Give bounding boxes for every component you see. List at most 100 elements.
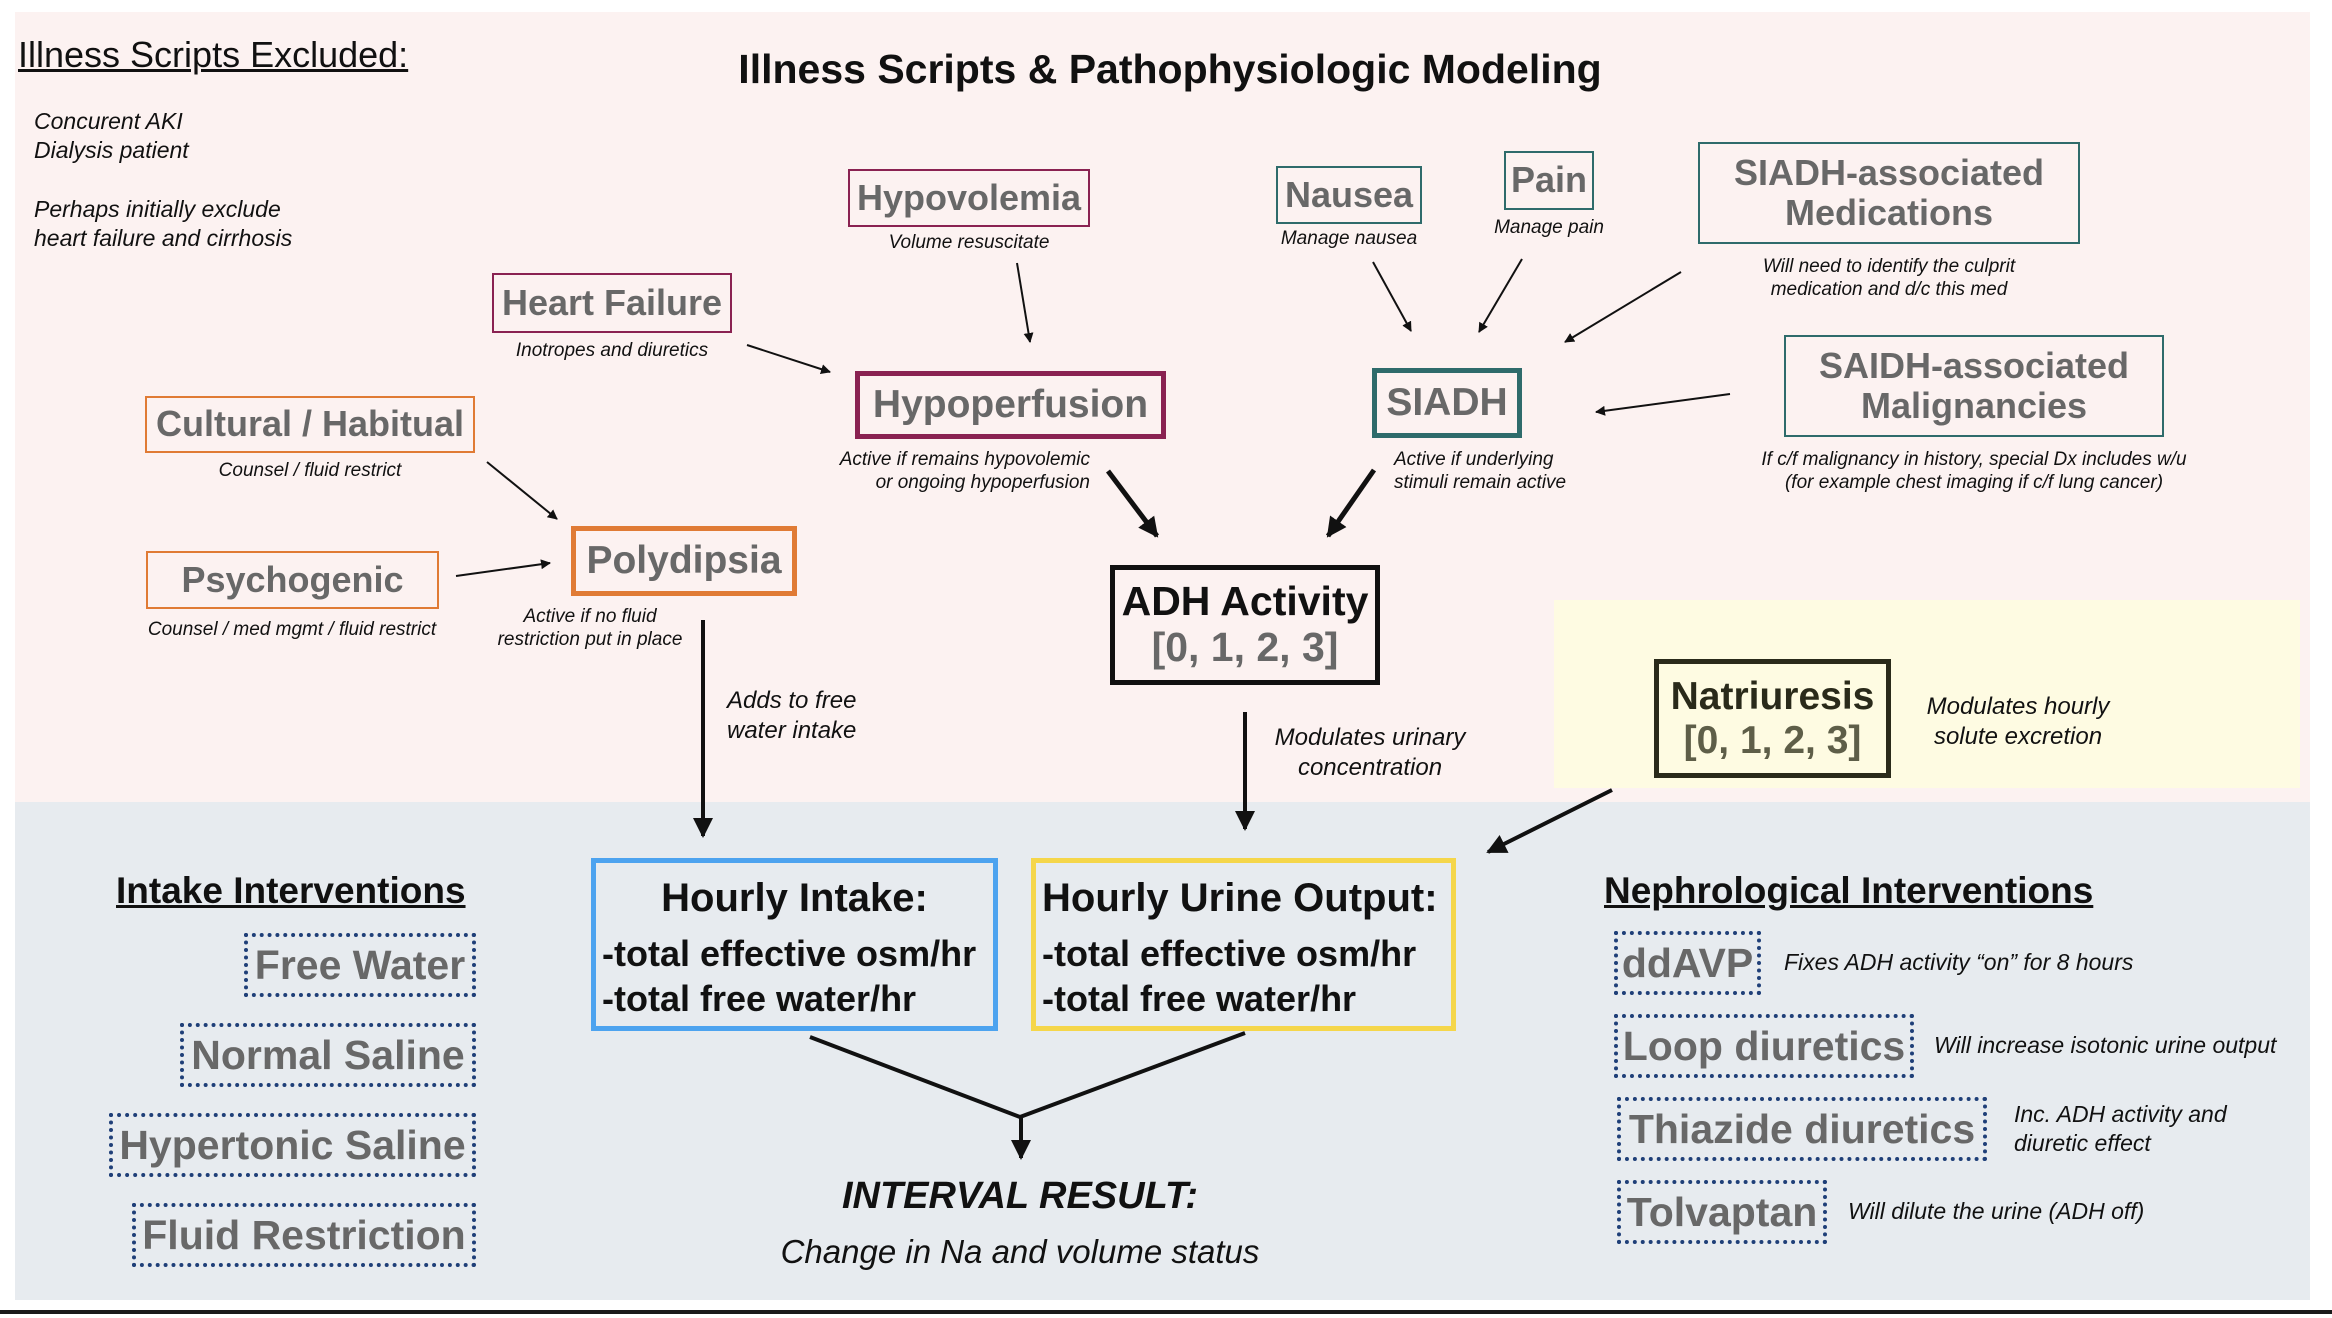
line-intake-merge — [809, 1035, 1021, 1119]
nephrological-interventions-heading: Nephrological Interventions — [1604, 870, 2094, 911]
pain-node: Pain — [1504, 151, 1594, 210]
saidh-malignancies-label: SAIDH-associated — [1818, 344, 2130, 386]
polydipsia-node: Polydipsia — [571, 526, 797, 596]
nausea-node: Nausea — [1276, 166, 1422, 224]
note-line: diuretic effect — [2014, 1129, 2151, 1156]
saidh-malignancies-label: Malignancies — [1860, 385, 2088, 426]
saidh-malignancies-node: SAIDH-associated Malignancies — [1784, 335, 2164, 437]
excluded-heading: Illness Scripts Excluded: — [18, 34, 409, 75]
bottom-rule — [0, 1310, 2332, 1314]
hypovolemia-note: Volume resuscitate — [888, 232, 1050, 253]
hourly-urine-title: Hourly Urine Output: — [1042, 876, 1438, 920]
hypertonic-saline-option[interactable]: Hypertonic Saline — [109, 1113, 476, 1177]
excluded-list: Concurent AKI Dialysis patient Perhaps i… — [34, 107, 292, 254]
adh-activity-scale: [0, 1, 2, 3] — [1151, 624, 1339, 670]
normal-saline-option[interactable]: Normal Saline — [180, 1023, 476, 1087]
polydipsia-note: Active if no fluid restriction put in pl… — [476, 606, 704, 652]
adh-activity-label: ADH Activity — [1121, 578, 1369, 625]
thiazide-diuretics-note: Inc. ADH activity and diuretic effect — [2014, 1100, 2227, 1158]
note-line: medication and d/c this med — [1770, 278, 2008, 300]
intake-line: -total free water/hr — [602, 978, 917, 1019]
note-line: stimuli remain active — [1394, 471, 1567, 493]
loop-diuretics-option[interactable]: Loop diuretics — [1614, 1014, 1914, 1078]
excluded-item: Perhaps initially exclude — [34, 195, 281, 222]
arrow-cultural-polydipsia — [486, 461, 558, 520]
hypoperfusion-note: Active if remains hypovolemic or ongoing… — [814, 449, 1090, 495]
excluded-item: Dialysis patient — [34, 137, 189, 164]
siadh-node: SIADH — [1372, 368, 1522, 438]
heart-failure-note: Inotropes and diuretics — [515, 340, 709, 361]
cultural-habitual-note: Counsel / fluid restrict — [218, 460, 402, 481]
hourly-urine-box: Hourly Urine Output: -total effective os… — [1031, 858, 1456, 1031]
note-line: Will need to identify the culprit — [1762, 256, 2016, 277]
hypoperfusion-node: Hypoperfusion — [855, 371, 1166, 439]
arrow-nausea-siadh — [1372, 261, 1412, 332]
note-line: restriction put in place — [497, 628, 683, 650]
ddavp-option[interactable]: ddAVP — [1614, 931, 1761, 995]
note-line: Modulates hourly — [1926, 693, 2110, 720]
note-line: or ongoing hypoperfusion — [875, 471, 1090, 493]
interventions-region — [15, 802, 2310, 1300]
interval-result-title: INTERVAL RESULT: — [841, 1175, 1199, 1217]
excluded-item: Concurent AKI — [34, 108, 183, 134]
natriuresis-scale: [0, 1, 2, 3] — [1683, 718, 1862, 762]
free-water-option[interactable]: Free Water — [244, 933, 476, 997]
adds-free-water-label: Adds to free water intake — [727, 686, 856, 745]
hourly-intake-title: Hourly Intake: — [661, 876, 928, 920]
hourly-intake-box: Hourly Intake: -total effective osm/hr -… — [591, 858, 998, 1031]
note-line: Adds to free — [727, 687, 857, 714]
arrow-hypoperfusion-adh — [1106, 469, 1159, 538]
tolvaptan-option[interactable]: Tolvaptan — [1617, 1180, 1827, 1244]
fluid-restriction-option[interactable]: Fluid Restriction — [132, 1203, 476, 1267]
arrow-heartfailure-hypoperfusion — [746, 344, 831, 374]
nausea-note: Manage nausea — [1280, 228, 1418, 249]
loop-diuretics-note: Will increase isotonic urine output — [1934, 1032, 2277, 1058]
siadh-note: Active if underlying stimuli remain acti… — [1394, 449, 1566, 495]
siadh-medications-label: SIADH-associated — [1733, 151, 2045, 193]
note-line: Inc. ADH activity and — [2014, 1101, 2227, 1127]
psychogenic-node: Psychogenic — [146, 551, 439, 609]
natriuresis-note: Modulates hourly solute excretion — [1918, 692, 2118, 751]
cultural-habitual-node: Cultural / Habitual — [145, 396, 475, 453]
intake-line: -total effective osm/hr — [602, 933, 977, 974]
siadh-medications-note: Will need to identify the culprit medica… — [1698, 256, 2080, 302]
heart-failure-node: Heart Failure — [492, 273, 732, 333]
natriuresis-label: Natriuresis — [1670, 674, 1875, 718]
adh-activity-node: ADH Activity [0, 1, 2, 3] — [1110, 565, 1380, 685]
urine-line: -total effective osm/hr — [1042, 933, 1417, 974]
arrow-psychogenic-polydipsia — [455, 559, 551, 577]
saidh-malignancies-note: If c/f malignancy in history, special Dx… — [1714, 449, 2234, 495]
note-line: Active if underlying — [1394, 449, 1554, 470]
diagram-title: Illness Scripts & Pathophysiologic Model… — [738, 46, 1602, 92]
thiazide-diuretics-option[interactable]: Thiazide diuretics — [1617, 1097, 1987, 1161]
tolvaptan-note: Will dilute the urine (ADH off) — [1848, 1198, 2145, 1224]
note-line: If c/f malignancy in history, special Dx… — [1761, 449, 2187, 470]
natriuresis-region — [1554, 600, 2300, 788]
hypovolemia-node: Hypovolemia — [848, 169, 1090, 227]
intake-interventions-heading: Intake Interventions — [116, 870, 466, 911]
note-line: water intake — [727, 716, 857, 744]
line-urine-merge — [1019, 1031, 1246, 1119]
arrow-pain-siadh — [1478, 258, 1523, 333]
psychogenic-note: Counsel / med mgmt / fluid restrict — [147, 619, 437, 640]
arrow-hypovolemia-hypoperfusion — [1016, 262, 1034, 343]
hourly-intake-items: -total effective osm/hr -total free wate… — [602, 931, 987, 1021]
arrow-meds-siadh — [1564, 271, 1682, 343]
interval-result-subtitle: Change in Na and volume status — [780, 1233, 1260, 1270]
modulates-urinary-label: Modulates urinary concentration — [1262, 723, 1478, 782]
excluded-item: heart failure and cirrhosis — [34, 225, 293, 252]
pain-note: Manage pain — [1494, 217, 1604, 238]
hourly-urine-items: -total effective osm/hr -total free wate… — [1042, 931, 1445, 1021]
note-line: Active if remains hypovolemic — [839, 449, 1090, 470]
arrow-natriuresis-urine — [1486, 788, 1613, 854]
natriuresis-node: Natriuresis [0, 1, 2, 3] — [1654, 659, 1891, 778]
note-line: (for example chest imaging if c/f lung c… — [1784, 471, 2164, 493]
ddavp-note: Fixes ADH activity “on” for 8 hours — [1784, 949, 2134, 975]
siadh-medications-label: Medications — [1784, 192, 1994, 233]
arrow-malignancies-siadh — [1595, 393, 1731, 416]
siadh-medications-node: SIADH-associated Medications — [1698, 142, 2080, 244]
arrow-siadh-adh — [1325, 468, 1377, 538]
urine-line: -total free water/hr — [1042, 978, 1357, 1019]
note-line: solute excretion — [1933, 722, 2103, 750]
